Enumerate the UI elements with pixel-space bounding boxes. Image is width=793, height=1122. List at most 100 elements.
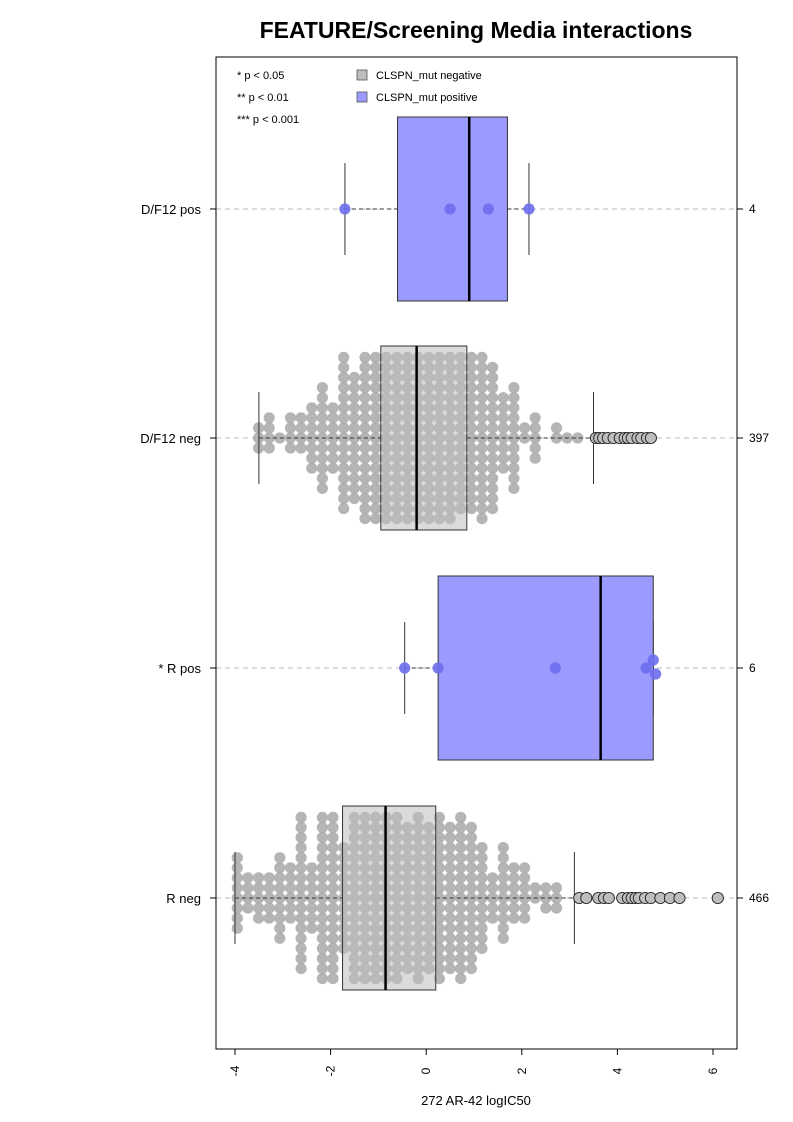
swarm-point: [444, 831, 456, 844]
swarm-point: [327, 831, 339, 844]
swarm-point: [231, 902, 243, 914]
swarm-point: [316, 472, 328, 484]
swarm-point: [370, 482, 382, 494]
category-labels: D/F12 pos 4 D/F12 neg 397 * R pos 6 R neg 466: [140, 202, 769, 906]
swarm-point: [487, 452, 499, 464]
swarm-point: [433, 973, 445, 985]
swarm-point: [338, 462, 350, 474]
swarm-point: [327, 872, 339, 884]
swarm-point: [433, 902, 445, 914]
outlier-point: [673, 891, 686, 905]
swarm-point: [274, 882, 286, 894]
swarm-point: [519, 912, 531, 924]
outlier-point: [580, 891, 593, 905]
swarm-point: [465, 821, 477, 834]
swarm-point: [465, 872, 477, 884]
outlier-points: [573, 431, 724, 905]
swarm-point: [316, 973, 328, 985]
swarm-point: [231, 852, 243, 864]
swarm-point: [306, 442, 318, 454]
swarm-point: [455, 932, 467, 944]
swarm-point: [306, 412, 318, 424]
swarm-point: [497, 892, 509, 904]
swarm-point: [508, 452, 520, 464]
x-tick-label: 0: [419, 1067, 433, 1074]
swarm-point: [465, 472, 477, 484]
swarm-point: [519, 422, 531, 434]
swarm-point: [306, 892, 318, 904]
swarm-point: [476, 402, 488, 414]
swarm-point: [274, 922, 286, 934]
swarm-point: [359, 422, 371, 434]
swarm-point: [508, 412, 520, 424]
swarm-point: [327, 412, 339, 424]
swarm-point: [327, 942, 339, 955]
swarm-point: [316, 872, 328, 884]
swarm-point: [359, 351, 371, 363]
swarm-point: [433, 821, 445, 834]
swarm-point: [316, 963, 328, 975]
swarm-point: [465, 482, 477, 494]
swarm-point: [253, 902, 265, 914]
group-points: [339, 203, 662, 680]
swarm-point: [253, 912, 265, 924]
swarm-point: [519, 862, 531, 874]
count-label: 397: [749, 431, 769, 445]
swarm-point: [476, 842, 488, 854]
swarm-point: [455, 973, 467, 985]
swarm-point: [306, 872, 318, 884]
swarm-point: [327, 462, 339, 474]
swarm-point: [338, 482, 350, 494]
swarm-point: [550, 882, 563, 894]
swarm-point: [306, 452, 318, 464]
swarm-point: [263, 422, 275, 434]
swarm-point: [465, 942, 477, 955]
swarm-point: [242, 872, 254, 884]
swarm-point: [487, 422, 499, 434]
swarm-point: [455, 862, 467, 874]
swarm-point: [476, 462, 488, 474]
swarm-point: [284, 412, 297, 424]
swarm-point: [487, 402, 499, 414]
swarm-point: [316, 821, 328, 834]
swarm-point: [508, 402, 520, 414]
swarm-point: [284, 882, 297, 894]
swarm-point: [295, 442, 307, 454]
swarm-point: [476, 503, 488, 515]
plot-frame: [215, 56, 738, 1050]
swarm-point: [465, 922, 477, 934]
swarm-point: [476, 351, 488, 363]
swarm-point: [487, 503, 499, 515]
swarm-point: [529, 422, 541, 434]
swarm-point: [327, 442, 339, 454]
swarm-point: [306, 882, 318, 894]
swarm-point: [231, 882, 243, 894]
swarm-point: [444, 922, 456, 934]
swarm-point: [497, 402, 509, 414]
swarm-point: [444, 852, 456, 864]
swarm-point: [348, 432, 360, 444]
swarm-point: [295, 831, 307, 844]
swarm-point: [465, 462, 477, 474]
swarm-point: [348, 382, 360, 394]
swarm-point: [433, 952, 445, 965]
swarm-point: [295, 882, 307, 894]
swarm-point: [476, 382, 488, 394]
swarm-point: [348, 492, 360, 505]
swarm-point: [487, 392, 499, 404]
swarm-point: [444, 942, 456, 955]
legend-swatch-negative: [356, 69, 368, 81]
swarm-point: [327, 862, 339, 874]
swarm-point: [476, 492, 488, 505]
swarm-point: [370, 492, 382, 505]
swarm-point: [295, 922, 307, 934]
swarm-point: [476, 912, 488, 924]
swarm-point: [465, 492, 477, 505]
swarm-point: [508, 902, 520, 914]
swarm-point: [284, 862, 297, 874]
swarm-point: [295, 963, 307, 975]
swarm-point: [433, 831, 445, 844]
swarm-point: [348, 422, 360, 434]
swarm-point: [487, 382, 499, 394]
